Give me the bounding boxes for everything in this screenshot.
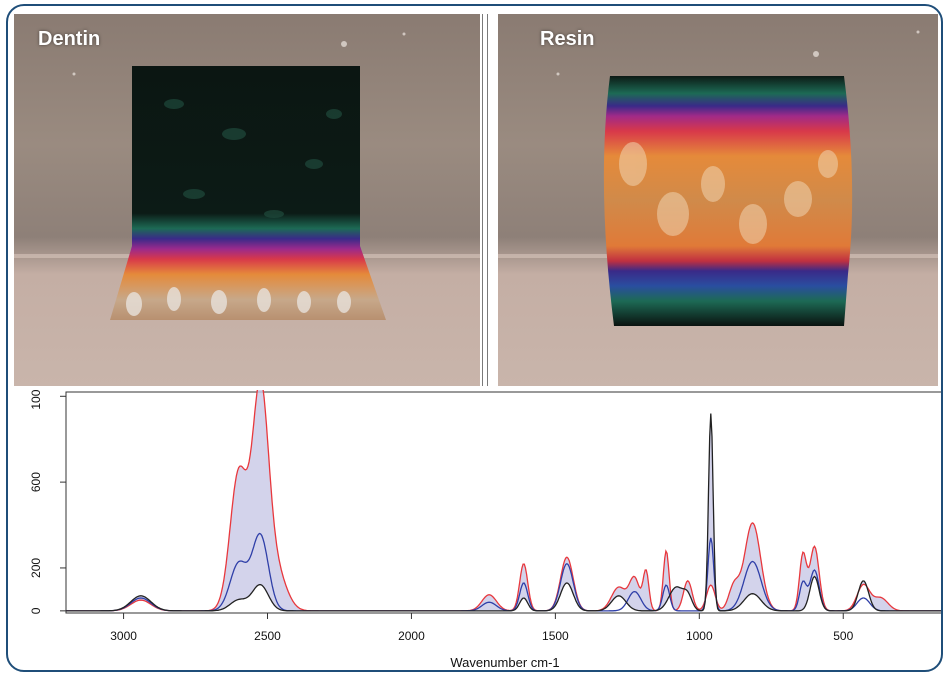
dentin-title: Dentin bbox=[38, 28, 101, 50]
y-tick-label: 200 bbox=[29, 558, 43, 578]
series-line-black bbox=[66, 413, 941, 612]
figure-frame: Dentin bbox=[6, 4, 943, 672]
dentin-raman-map-image bbox=[14, 14, 480, 386]
raman-spectrum-chart: 3000 2500 2000 1500 1000 500 0 200 600 1000 Wave… bbox=[8, 390, 941, 670]
y-tick-label: 1000 bbox=[29, 390, 43, 410]
x-tick-label: 2500 bbox=[254, 629, 281, 643]
x-tick-label: 1000 bbox=[686, 629, 713, 643]
series-line-red bbox=[66, 390, 941, 612]
plot-border bbox=[65, 391, 941, 614]
panel-divider bbox=[480, 14, 498, 386]
x-tick-label: 500 bbox=[833, 629, 853, 643]
resin-raman-map-image bbox=[498, 14, 938, 386]
x-axis-label: Wavenumber cm-1 bbox=[450, 655, 559, 670]
resin-title: Resin bbox=[540, 28, 595, 50]
spread-fill-area bbox=[66, 390, 941, 611]
dentin-panel: Dentin bbox=[14, 14, 480, 386]
y-tick-label: 0 bbox=[29, 607, 43, 614]
spectrum-plot: 3000 2500 2000 1500 1000 500 0 200 600 1000 Wave… bbox=[29, 390, 941, 670]
resin-panel: Resin bbox=[498, 14, 938, 386]
x-tick-label: 1500 bbox=[542, 629, 569, 643]
y-tick-label: 600 bbox=[29, 472, 43, 492]
x-tick-label: 2000 bbox=[398, 629, 425, 643]
x-tick-label: 3000 bbox=[110, 629, 137, 643]
